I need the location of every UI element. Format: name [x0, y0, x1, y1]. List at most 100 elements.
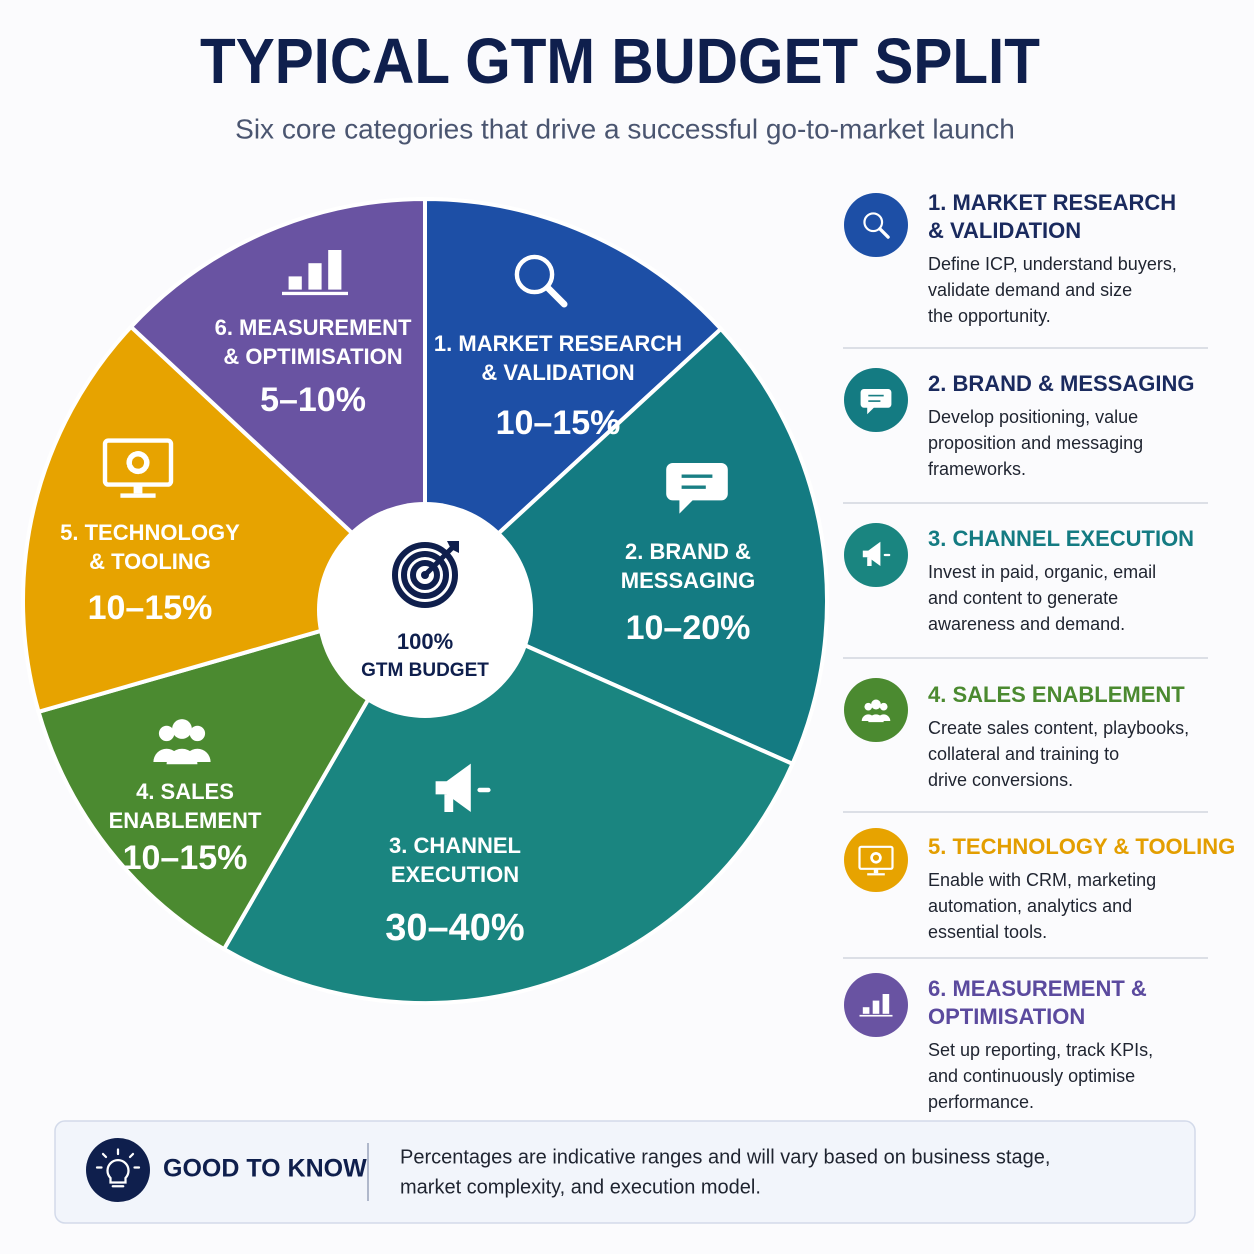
- segment-label: 5. TECHNOLOGY: [60, 520, 240, 545]
- segment-label: & TOOLING: [89, 549, 211, 574]
- segment-label: ENABLEMENT: [109, 808, 262, 833]
- icon-part: [435, 763, 471, 812]
- footer-text: Percentages are indicative ranges and wi…: [400, 1146, 1050, 1168]
- people-icon: [153, 719, 211, 765]
- icon-part: [328, 250, 342, 290]
- segment-label: 3. CHANNEL: [389, 833, 521, 858]
- item-description: Enable with CRM, marketing: [928, 870, 1156, 890]
- item-description: performance.: [928, 1092, 1034, 1112]
- footer-title: GOOD TO KNOW: [163, 1155, 367, 1183]
- item-description: and continuously optimise: [928, 1066, 1135, 1086]
- segment-range: 10–15%: [496, 404, 621, 442]
- segment-label: 4. SALES: [136, 779, 234, 804]
- segment-range: 10–15%: [123, 839, 248, 877]
- segment-label: 1. MARKET RESEARCH: [434, 331, 682, 356]
- icon-part: [878, 227, 890, 239]
- item-description: drive conversions.: [928, 770, 1073, 790]
- icon-part: [282, 291, 348, 296]
- icon-part: [867, 873, 885, 876]
- monitor-icon: [102, 438, 174, 498]
- icon-part: [859, 1014, 893, 1017]
- icon-part: [392, 542, 458, 608]
- pie-wedge: [128, 196, 427, 606]
- icon-part: [544, 284, 568, 308]
- segment-range: 5–10%: [260, 381, 366, 419]
- chat-icon: [666, 463, 728, 514]
- item-title: 1. MARKET RESEARCH: [928, 190, 1176, 215]
- pie-wedge: [423, 196, 724, 606]
- icon-part: [862, 541, 881, 566]
- icon-part: [858, 845, 894, 870]
- center-value: 100%: [397, 629, 453, 654]
- icon-part: [872, 1000, 880, 1014]
- item-icon-bg: [844, 678, 908, 742]
- pie-wedge: [421, 326, 829, 767]
- segment-range: 10–20%: [626, 609, 751, 647]
- segment-label: EXECUTION: [391, 862, 519, 887]
- item-title: 2. BRAND & MESSAGING: [928, 371, 1194, 396]
- icon-part: [128, 1152, 135, 1159]
- item-description: frameworks.: [928, 459, 1026, 479]
- mega-icon: [862, 541, 891, 566]
- item-description: validate demand and size: [928, 280, 1132, 300]
- icon-part: [308, 263, 322, 290]
- item-description: Define ICP, understand buyers,: [928, 254, 1177, 274]
- icon-part: [101, 1152, 108, 1159]
- chat-icon: [860, 389, 892, 415]
- search-icon: [863, 212, 890, 239]
- icon-part: [514, 254, 555, 295]
- icon-part: [870, 852, 882, 864]
- icon-part: [879, 702, 888, 711]
- center-circle: [317, 502, 533, 718]
- icon-part: [288, 276, 302, 290]
- segment-range: 10–15%: [88, 589, 213, 627]
- item-description: Invest in paid, organic, email: [928, 562, 1156, 582]
- monitor-icon: [858, 845, 894, 876]
- icon-part: [862, 1007, 870, 1014]
- icon-part: [864, 702, 873, 711]
- footer-text: market complexity, and execution model.: [400, 1176, 761, 1198]
- icon-part: [401, 551, 449, 599]
- center-label: GTM BUDGET: [361, 660, 489, 681]
- search-icon: [514, 254, 568, 308]
- title: TYPICAL GTM BUDGET SPLIT: [200, 25, 1040, 97]
- item-description: awareness and demand.: [928, 614, 1125, 634]
- segment-label: MESSAGING: [621, 568, 755, 593]
- icon-part: [868, 714, 884, 723]
- footer-icon-bg: [86, 1138, 150, 1202]
- icon-part: [444, 794, 454, 812]
- item-icon-bg: [844, 828, 908, 892]
- icon-part: [106, 1159, 130, 1184]
- icon-part: [410, 560, 440, 590]
- icon-part: [120, 493, 156, 498]
- item-title: 3. CHANNEL EXECUTION: [928, 526, 1194, 551]
- subtitle: Six core categories that drive a success…: [235, 113, 1015, 144]
- item-title: 4. SALES ENABLEMENT: [928, 682, 1185, 707]
- icon-part: [873, 868, 879, 874]
- item-description: the opportunity.: [928, 306, 1051, 326]
- segment-range: 30–40%: [385, 907, 524, 949]
- icon-part: [158, 725, 175, 742]
- pie-wedge: [221, 598, 796, 1005]
- bars-icon: [282, 250, 348, 296]
- item-description: collateral and training to: [928, 744, 1119, 764]
- icon-part: [867, 557, 872, 566]
- segment-label: 2. BRAND &: [625, 539, 751, 564]
- item-description: Create sales content, playbooks,: [928, 718, 1189, 738]
- pie-wedge: [36, 597, 430, 952]
- segment-label: 6. MEASUREMENT: [215, 315, 412, 340]
- icon-part: [126, 451, 150, 475]
- item-title: & VALIDATION: [928, 218, 1081, 243]
- bulb-icon: [95, 1148, 141, 1188]
- icon-part: [423, 545, 455, 577]
- item-description: proposition and messaging: [928, 433, 1143, 453]
- segment-label: & OPTIMISATION: [223, 344, 402, 369]
- icon-part: [447, 541, 459, 553]
- segment-label: & VALIDATION: [481, 360, 634, 385]
- icon-part: [172, 719, 192, 739]
- item-title: 6. MEASUREMENT &: [928, 976, 1147, 1001]
- item-title: OPTIMISATION: [928, 1004, 1085, 1029]
- target-icon: [392, 541, 459, 608]
